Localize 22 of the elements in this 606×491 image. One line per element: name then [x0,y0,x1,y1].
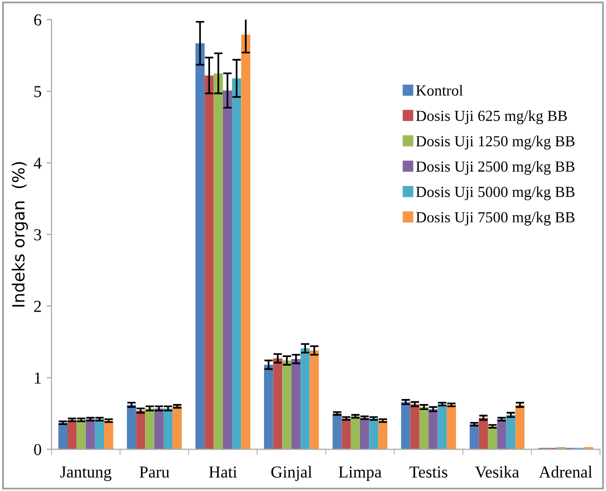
x-tick-label: Adrenal [538,466,592,478]
x-tick-label: Testis [410,466,448,478]
legend-label: Dosis Uji 7500 mg/kg BB [416,212,574,226]
x-tick-label: Vesika [475,466,520,478]
legend-label: Dosis Uji 5000 mg/kg BB [416,186,574,200]
y-tick-label: 4 [34,158,42,169]
y-tick-label: 0 [34,444,42,456]
legend-label: Dosis Uji 1250 mg/kg BB [416,136,574,150]
y-tick-label: 1 [34,372,41,384]
y-tick-label: 5 [34,86,42,98]
legend-label: Dosis Uji 2500 mg/kg BB [416,160,574,175]
y-tick-label: 2 [34,300,41,312]
x-tick-label: Paru [140,466,170,478]
x-tick-label: Ginjal [271,466,312,482]
x-tick-label: Limpa [338,466,382,482]
y-tick-label: 3 [34,229,42,240]
legend-label: Dosis Uji 625 mg/kg BB [416,110,567,124]
x-tick-label: Hati [209,466,237,478]
x-tick-label: Jantung [60,466,112,482]
y-tick-label: 6 [34,14,42,26]
y-axis-title: Indeks organ (%) [12,162,28,307]
legend-label: Kontrol [416,84,463,96]
